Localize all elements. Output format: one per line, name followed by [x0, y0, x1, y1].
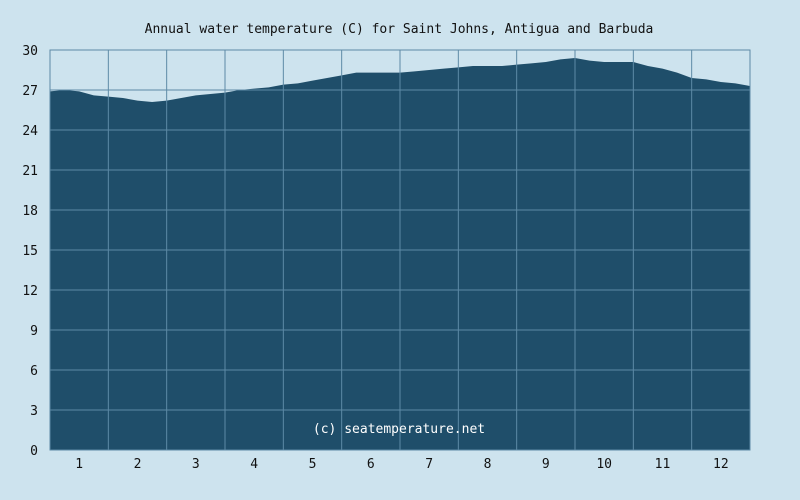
x-tick-label: 9: [542, 457, 550, 472]
y-tick-label: 30: [22, 44, 38, 59]
y-tick-label: 18: [22, 204, 38, 219]
x-tick-label: 4: [250, 457, 258, 472]
x-tick-label: 6: [367, 457, 375, 472]
x-tick-label: 12: [713, 457, 729, 472]
plot-frame: [49, 49, 751, 451]
chart-title: Annual water temperature (C) for Saint J…: [145, 22, 654, 37]
x-tick-label: 11: [655, 457, 671, 472]
y-tick-label: 3: [30, 404, 38, 419]
y-tick-label: 15: [22, 244, 38, 259]
x-tick-label: 2: [134, 457, 142, 472]
y-tick-label: 21: [22, 164, 38, 179]
x-tick-label: 1: [75, 457, 83, 472]
watermark: (c) seatemperature.net: [313, 422, 485, 437]
y-tick-label: 9: [30, 324, 38, 339]
x-tick-label: 3: [192, 457, 200, 472]
x-tick-label: 7: [425, 457, 433, 472]
y-tick-label: 6: [30, 364, 38, 379]
x-tick-label: 5: [309, 457, 317, 472]
x-tick-label: 10: [596, 457, 612, 472]
y-tick-label: 0: [30, 444, 38, 459]
y-tick-label: 27: [22, 84, 38, 99]
x-tick-label: 8: [484, 457, 492, 472]
y-tick-label: 12: [22, 284, 38, 299]
y-tick-label: 24: [22, 124, 38, 139]
